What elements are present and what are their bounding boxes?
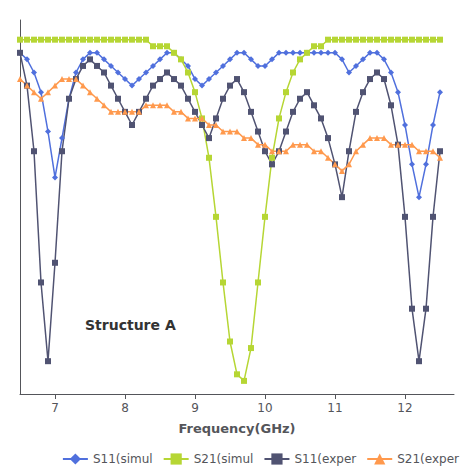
svg-text:9: 9	[191, 401, 199, 415]
svg-text:12: 12	[397, 401, 412, 415]
svg-text:S11(simul: S11(simul	[93, 452, 153, 466]
svg-text:S21(simul: S21(simul	[194, 452, 254, 466]
svg-text:8: 8	[121, 401, 129, 415]
svg-text:11: 11	[327, 401, 342, 415]
svg-text:7: 7	[51, 401, 59, 415]
svg-text:S11(exper: S11(exper	[294, 452, 356, 466]
svg-text:10: 10	[257, 401, 272, 415]
svg-text:S21(exper: S21(exper	[397, 452, 459, 466]
svg-text:Frequency(GHz): Frequency(GHz)	[178, 421, 295, 436]
svg-text:Structure A: Structure A	[85, 317, 176, 333]
